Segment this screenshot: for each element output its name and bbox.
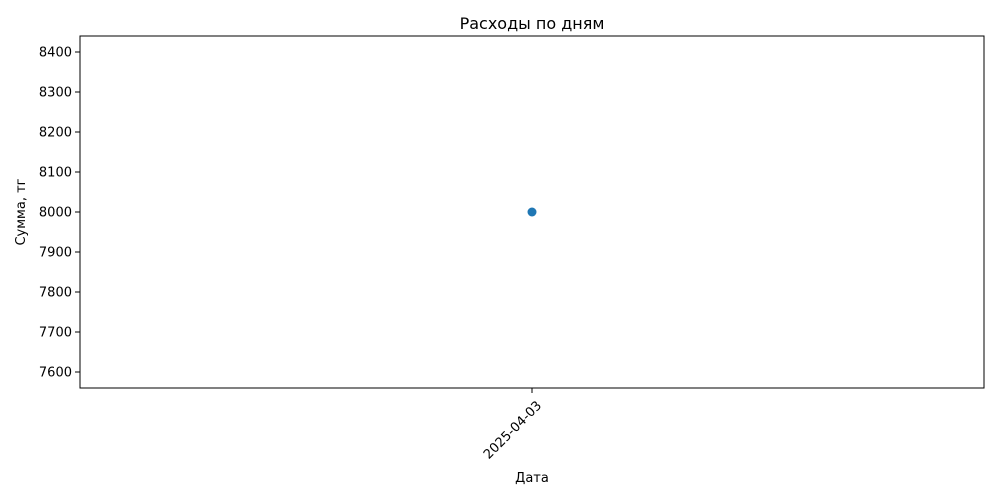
y-tick-label: 7800: [39, 286, 72, 301]
y-tick-label: 7600: [39, 366, 72, 381]
x-axis-label: Дата: [515, 471, 549, 486]
y-tick-label: 8400: [39, 46, 72, 61]
data-series: [527, 207, 537, 217]
y-tick-label: 7900: [39, 246, 72, 261]
data-point: [527, 207, 537, 217]
y-tick-label: 8000: [39, 206, 72, 221]
y-tick-label: 8100: [39, 166, 72, 181]
y-tick-label: 8300: [39, 86, 72, 101]
y-tick-label: 7700: [39, 326, 72, 341]
y-axis-label: Сумма, тг: [14, 178, 29, 245]
y-axis: 7600 7700 7800 7900 8000 8100 8200 8300 8400: [39, 46, 80, 381]
chart-title: Расходы по дням: [460, 14, 605, 33]
y-tick-label: 8200: [39, 126, 72, 141]
